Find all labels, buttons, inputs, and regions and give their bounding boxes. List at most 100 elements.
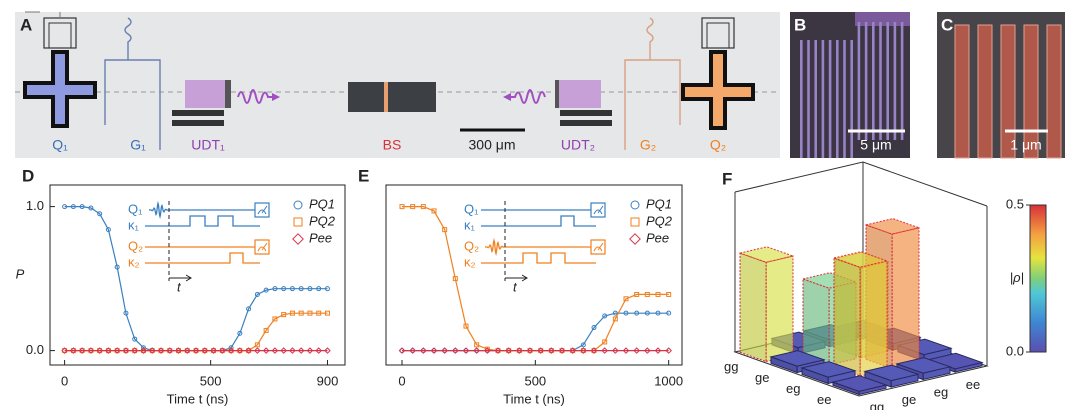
marker	[201, 347, 209, 354]
inset-label: Q₂	[464, 238, 479, 253]
marker	[644, 347, 651, 354]
electrode	[843, 40, 846, 158]
detector-arrow	[593, 205, 604, 215]
detector-arrow	[593, 242, 604, 252]
electrode	[977, 24, 993, 159]
udt2	[559, 80, 601, 108]
marker	[633, 347, 640, 354]
col-label: ee	[966, 377, 980, 392]
marker	[96, 347, 103, 354]
marker	[79, 204, 85, 210]
marker	[298, 310, 304, 316]
electrode	[879, 22, 882, 140]
panel-letter: A	[20, 15, 32, 34]
bar	[832, 251, 889, 377]
marker	[97, 211, 103, 217]
electrode	[893, 22, 897, 140]
electrode	[1023, 24, 1039, 159]
marker	[272, 286, 278, 292]
marker	[601, 347, 608, 354]
marker	[263, 327, 269, 333]
legend-marker	[293, 200, 303, 210]
scale-label: 5 μm	[860, 137, 891, 153]
legend-label: PQ2	[646, 213, 673, 228]
x-tick-label: 500	[524, 373, 546, 388]
marker	[474, 342, 480, 348]
marker	[602, 313, 608, 319]
col-label: ge	[902, 392, 916, 407]
series-line	[402, 206, 669, 352]
marker	[281, 286, 287, 292]
marker	[655, 310, 661, 316]
box-edge	[734, 161, 988, 207]
qubit-q2	[681, 50, 755, 130]
marker	[166, 347, 174, 354]
legend-marker	[630, 200, 640, 210]
inset-label: t	[513, 279, 518, 294]
marker	[623, 296, 629, 302]
electrode	[1046, 24, 1062, 159]
electrode	[900, 22, 904, 140]
marker	[87, 347, 95, 354]
inset-label: κ₂	[128, 254, 140, 269]
marker	[183, 347, 191, 354]
marker	[420, 347, 427, 354]
pulse	[485, 237, 505, 257]
bar-face	[739, 252, 767, 363]
arrow	[272, 93, 280, 101]
bar	[863, 364, 920, 388]
electrode	[814, 40, 817, 158]
coupler	[624, 17, 681, 150]
electrode	[821, 40, 825, 158]
colorbar-label: |ρ|	[1010, 270, 1024, 285]
coupling-trace	[145, 215, 260, 227]
marker	[70, 347, 77, 354]
legend-marker	[630, 217, 640, 227]
x-tick-label: 500	[200, 373, 222, 388]
panel-letter: B	[794, 15, 806, 34]
marker	[612, 310, 618, 316]
marker	[272, 316, 278, 322]
udt2-edge	[555, 80, 561, 108]
bar	[738, 246, 795, 363]
inset-label: κ₂	[464, 254, 476, 269]
marker	[431, 208, 437, 214]
marker	[289, 310, 295, 316]
marker	[148, 347, 156, 354]
label: Q₂	[710, 137, 726, 153]
marker	[254, 291, 260, 297]
marker	[307, 310, 313, 316]
marker	[558, 347, 566, 354]
marker	[463, 323, 469, 329]
colorbar-tick-label: 0.5	[1006, 196, 1024, 211]
marker	[430, 347, 438, 354]
beam-splitter	[348, 82, 436, 112]
marker	[634, 291, 640, 297]
label: G₁	[130, 137, 146, 153]
marker	[441, 347, 448, 354]
qubit-q1	[23, 50, 97, 128]
marker	[410, 204, 416, 210]
marker	[281, 312, 287, 318]
bar-top	[831, 375, 888, 392]
marker	[78, 347, 86, 354]
wire	[25, 11, 61, 18]
panel-letter: D	[22, 166, 34, 185]
legend-label: Pee	[646, 230, 669, 245]
panel-letter: C	[941, 15, 953, 34]
arrow	[503, 93, 511, 101]
bar-top	[895, 357, 952, 374]
legend-marker	[629, 233, 641, 245]
electrode	[807, 40, 810, 158]
inset-label: Q₂	[128, 238, 143, 253]
udt-bar	[172, 110, 224, 116]
marker	[315, 347, 323, 354]
marker	[105, 227, 111, 233]
marker	[666, 310, 672, 316]
electrode	[886, 22, 889, 140]
x-tick-label: 0	[61, 373, 68, 388]
marker	[526, 347, 534, 354]
legend-marker	[292, 233, 304, 245]
marker	[442, 227, 448, 233]
electrodes	[800, 22, 904, 158]
